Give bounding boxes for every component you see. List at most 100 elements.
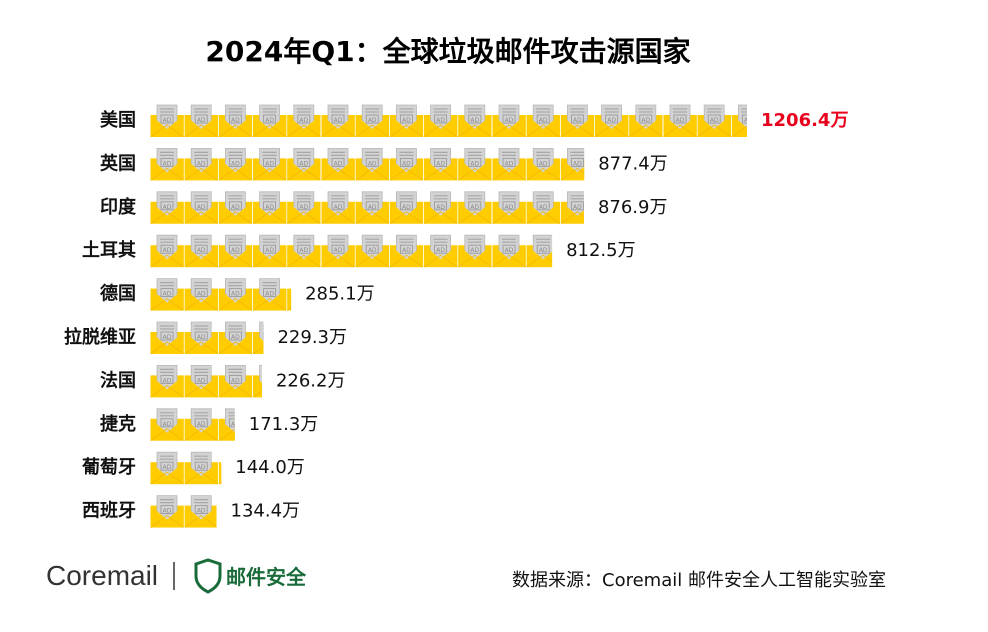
svg-text:AD: AD [470,117,479,124]
svg-text:AD: AD [402,204,411,211]
svg-text:AD: AD [505,160,514,167]
envelope-ad-icon: AD [663,104,697,137]
envelope-ad-icon: AD [321,234,355,268]
svg-text:AD: AD [573,160,582,167]
svg-text:AD: AD [163,291,172,298]
svg-text:AD: AD [573,117,582,124]
svg-text:AD: AD [539,247,548,254]
svg-text:AD: AD [231,247,240,254]
envelope-ad-icon: AD [423,234,458,268]
envelope-ad-icon: AD [218,278,253,311]
envelope-ad-icon: AD [287,288,292,311]
envelope-ad-icon: AD [423,104,458,137]
svg-text:AD: AD [163,421,172,428]
svg-text:AD: AD [710,117,719,124]
shield-icon [194,558,222,594]
envelope-ad-icon: AD [321,104,355,137]
svg-text:AD: AD [231,377,240,384]
envelope-ad-icon: AD [218,408,240,441]
value-label: 144.0万 [235,457,305,478]
svg-text:AD: AD [231,421,240,428]
svg-text:AD: AD [197,160,206,167]
svg-text:AD: AD [265,117,274,124]
svg-text:AD: AD [436,117,445,124]
envelope-ad-icon: AD [184,321,219,354]
envelope-ad-icon: AD [526,191,561,224]
svg-text:AD: AD [676,117,685,124]
envelope-ad-icon: AD [252,278,287,311]
svg-text:AD: AD [436,247,445,254]
envelope-ad-icon: AD [458,191,492,224]
svg-text:AD: AD [607,117,616,124]
envelope-ad-icon: AD [526,104,561,137]
svg-text:AD: AD [505,117,514,124]
svg-text:AD: AD [505,204,514,211]
svg-text:AD: AD [231,160,240,167]
svg-text:AD: AD [197,117,206,124]
envelope-ad-icon: AD [492,148,526,181]
envelope-ad-icon: AD [218,365,253,398]
brand-name: Coremail [46,560,158,591]
svg-text:AD: AD [265,291,274,298]
bar: AD AD AD AD AD AD AD AD AD AD AD AD [150,234,553,268]
envelope-ad-icon: AD [560,148,585,181]
envelope-ad-icon: AD [184,148,219,181]
envelope-ad-icon: AD [150,278,184,311]
svg-text:AD: AD [539,160,548,167]
envelope-ad-icon: AD [492,234,526,268]
envelope-ad-icon: AD [321,191,355,224]
svg-text:AD: AD [231,204,240,211]
value-label: 171.3万 [249,414,319,435]
svg-text:AD: AD [197,464,206,471]
envelope-ad-icon: AD [150,365,184,398]
svg-text:AD: AD [402,247,411,254]
envelope-ad-icon: AD [252,234,287,268]
svg-text:AD: AD [265,160,274,167]
value-label: 134.4万 [231,501,301,522]
envelope-ad-icon: AD [287,148,321,181]
bar-chart: 美国 AD AD AD AD AD AD AD AD AD AD AD AD AD AD AD AD AD AD 12… [64,104,848,528]
svg-text:AD: AD [573,204,582,211]
svg-text:AD: AD [368,117,377,124]
bar: AD AD AD AD AD AD AD AD AD AD AD AD AD [150,191,584,224]
svg-text:AD: AD [334,160,343,167]
envelope-ad-icon: AD [423,191,458,224]
svg-text:AD: AD [163,334,172,341]
bar: AD AD [150,495,217,528]
svg-text:AD: AD [470,160,479,167]
bar: AD AD AD [150,451,222,485]
envelope-ad-icon: AD [389,234,424,268]
envelope-ad-icon: AD [389,148,424,181]
envelope-ad-icon: AD [423,148,458,181]
svg-text:AD: AD [163,464,172,471]
envelope-ad-icon: AD [458,104,492,137]
envelope-ad-icon: AD [184,365,219,398]
envelope-ad-icon: AD [150,451,184,485]
svg-text:AD: AD [197,291,206,298]
svg-text:AD: AD [368,160,377,167]
svg-text:AD: AD [163,508,172,515]
envelope-ad-icon: AD [184,451,219,485]
svg-text:AD: AD [368,247,377,254]
envelope-ad-icon: AD [218,462,222,485]
envelope-ad-icon: AD [150,234,184,268]
coremail-logo: Coremail 邮件安全 [46,558,306,594]
chart-title: 2024年Q1：全球垃圾邮件攻击源国家 [205,35,691,68]
envelope-ad-icon: AD [252,104,287,137]
category-label: 英国 [99,152,136,174]
envelope-ad-icon: AD [150,104,184,137]
category-label: 法国 [100,369,136,391]
svg-text:AD: AD [197,247,206,254]
value-label: 285.1万 [305,284,375,305]
svg-text:AD: AD [265,204,274,211]
data-source: 数据来源：Coremail 邮件安全人工智能实验室 [512,570,886,591]
svg-text:AD: AD [163,377,172,384]
envelope-ad-icon: AD [218,191,253,224]
envelope-ad-icon: AD [252,148,287,181]
category-label: 美国 [100,109,136,131]
svg-text:AD: AD [436,160,445,167]
svg-text:AD: AD [299,160,308,167]
svg-text:AD: AD [197,377,206,384]
category-label: 印度 [100,196,137,218]
svg-text:AD: AD [641,117,650,124]
